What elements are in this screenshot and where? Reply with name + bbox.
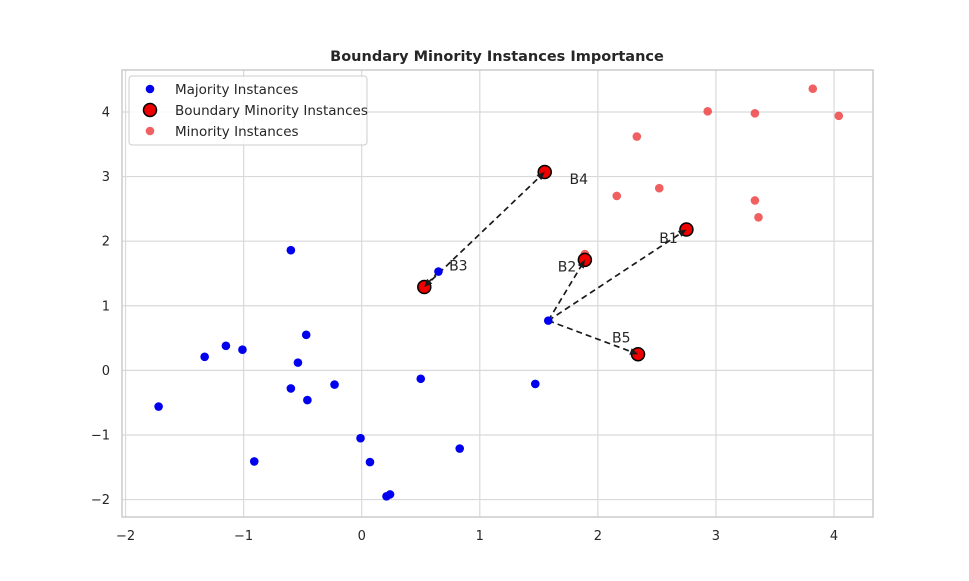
arrowhead-b4: [536, 172, 545, 181]
legend-label-majority: Majority Instances: [175, 82, 298, 98]
y-tick-label: 2: [102, 235, 110, 250]
grid-lines: [122, 70, 873, 517]
majority-point: [365, 457, 375, 467]
annotation-arrow-b2: [547, 259, 586, 322]
x-tick-label: 1: [476, 529, 484, 544]
legend-marker-majority: [145, 84, 155, 94]
x-tick-label: −1: [234, 529, 253, 544]
annotation-arrow-b4: [423, 171, 546, 288]
minority-point: [632, 132, 642, 141]
annotation-label-b2: B2: [558, 259, 577, 275]
majority-point: [303, 395, 312, 405]
majority-point: [293, 358, 303, 367]
legend-marker-boundary: [142, 102, 158, 118]
majority-point: [455, 444, 465, 453]
data-points: [154, 84, 844, 501]
x-tick-label: 2: [594, 529, 602, 544]
majority-point: [301, 330, 311, 340]
legend: Majority Instances Boundary Minority Inst…: [128, 75, 368, 146]
plot-border: [121, 69, 874, 518]
annotation-label-b5: B5: [612, 330, 631, 346]
arrowhead-b1: [677, 229, 687, 237]
x-tick-label: 0: [358, 529, 366, 544]
majority-point: [330, 380, 339, 389]
majority-point: [434, 267, 443, 276]
minority-point: [612, 191, 622, 201]
legend-label-minority: Minority Instances: [175, 124, 299, 140]
minority-point: [834, 111, 844, 121]
majority-point: [221, 341, 231, 351]
minority-point: [703, 107, 712, 116]
minority-point: [750, 196, 760, 205]
majority-point: [356, 433, 365, 443]
legend-marker-minority: [145, 126, 155, 136]
tick-labels: −2 −1 0 1 2 3 4 −2 −1 0 1 2 3 4: [91, 105, 838, 544]
annotation-label-b1: B1: [659, 231, 678, 247]
x-tick-label: 4: [830, 529, 838, 544]
majority-point: [286, 245, 296, 255]
legend-box: [128, 75, 368, 146]
y-tick-label: 4: [102, 105, 110, 120]
minority-point: [750, 108, 760, 118]
y-tick-label: −2: [91, 493, 110, 508]
majority-point: [543, 316, 553, 325]
arrowhead-b3: [424, 278, 433, 288]
majority-point: [530, 379, 540, 389]
majority-point: [385, 490, 395, 499]
annotation-label-b3: B3: [449, 259, 468, 275]
y-tick-label: 3: [102, 170, 110, 185]
majority-point: [416, 374, 426, 384]
annotation-arrow-b5: [547, 319, 639, 356]
minority-point: [808, 84, 818, 94]
annotation-labels: B1 B2 B3 B4 B5: [449, 172, 678, 346]
x-tick-label: −2: [116, 529, 135, 544]
arrowhead-b5: [629, 348, 639, 355]
x-tick-label: 3: [712, 529, 720, 544]
legend-label-boundary: Boundary Minority Instances: [175, 103, 368, 119]
annotation-label-b4: B4: [570, 172, 589, 188]
y-tick-label: 1: [102, 299, 110, 314]
majority-point: [238, 345, 247, 354]
majority-point: [154, 402, 163, 411]
majority-point: [200, 352, 209, 362]
majority-point: [249, 457, 259, 466]
minority-point: [654, 183, 664, 193]
y-tick-label: −1: [91, 428, 110, 443]
annotation-arrow-b1: [547, 228, 687, 322]
minority-point: [754, 212, 763, 222]
axes-frame: [121, 69, 874, 518]
arrowhead-b2: [577, 259, 585, 269]
chart-title: Boundary Minority Instances Importance: [330, 49, 664, 65]
majority-point: [286, 384, 296, 393]
y-tick-label: 0: [102, 364, 110, 379]
